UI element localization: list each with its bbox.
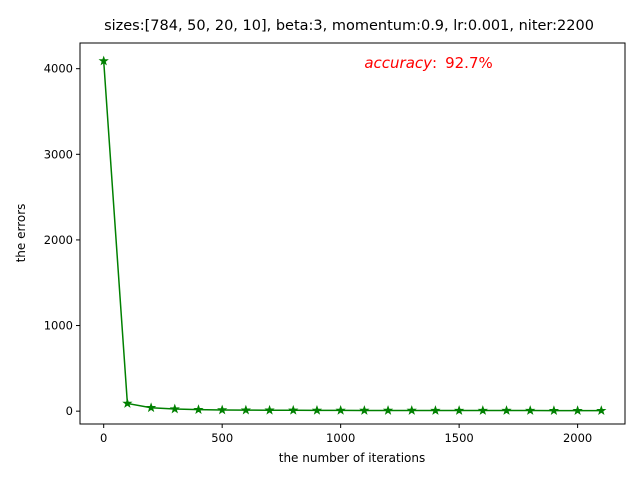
- series-line: [102, 60, 602, 412]
- x-axis: 0 500 1000 1500 2000: [100, 424, 592, 445]
- data-point-star: [572, 405, 583, 416]
- data-point-star: [382, 405, 394, 415]
- y-axis: 0 1000 2000 3000 4000: [44, 62, 80, 418]
- y-tick-label: 4000: [44, 62, 73, 76]
- axes-frame: [79, 42, 626, 425]
- data-point-star: [98, 55, 109, 66]
- y-tick-label: 0: [66, 404, 73, 418]
- data-point-star: [454, 405, 465, 415]
- data-point-star: [548, 405, 560, 416]
- data-point-star: [169, 403, 180, 414]
- data-point-star: [477, 405, 488, 415]
- y-tick-label: 3000: [44, 147, 73, 161]
- x-tick-label: 1000: [326, 431, 355, 445]
- series-group: [98, 55, 607, 416]
- data-point-star: [311, 404, 323, 415]
- x-tick-label: 1500: [444, 431, 473, 445]
- data-point-star: [193, 404, 204, 414]
- plot-area: 0 500 1000 1500 2000 0 1000 2000 3000 4000: [44, 42, 626, 445]
- y-axis-label: the errors: [14, 204, 28, 263]
- data-point-star: [264, 404, 275, 415]
- x-tick-label: 500: [211, 431, 233, 445]
- annotation-separator: :: [432, 54, 437, 72]
- data-point-star: [430, 405, 441, 415]
- data-point-star: [359, 405, 370, 415]
- data-point-star: [217, 404, 228, 415]
- x-axis-label: the number of iterations: [279, 451, 425, 465]
- data-point-star: [501, 405, 512, 415]
- data-point-star: [335, 404, 346, 415]
- accuracy-annotation: accuracy: 92.7%: [364, 54, 492, 72]
- data-point-star: [145, 402, 157, 413]
- y-tick-label: 1000: [44, 319, 73, 333]
- data-point-star: [406, 405, 417, 415]
- data-point-star: [596, 405, 607, 416]
- chart-title: sizes:[784, 50, 20, 10], beta:3, momentu…: [104, 18, 594, 34]
- y-tick-label: 2000: [44, 233, 73, 247]
- x-tick-label: 0: [100, 431, 107, 445]
- x-tick-label: 2000: [563, 431, 592, 445]
- data-point-star: [240, 404, 251, 415]
- annotation-value: 92.7%: [445, 54, 493, 72]
- data-point-star: [288, 404, 299, 415]
- annotation-italic: accuracy: [364, 54, 433, 72]
- data-point-star: [525, 405, 536, 415]
- data-point-star: [122, 398, 133, 408]
